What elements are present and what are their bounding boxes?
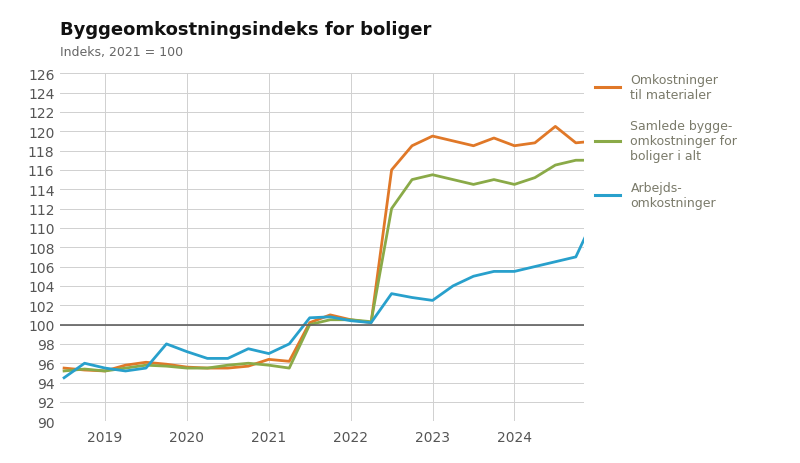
Legend: Omkostninger
til materialer, Samlede bygge-
omkostninger for
boliger i alt, Arbe: Omkostninger til materialer, Samlede byg… [595,73,738,210]
Text: Indeks, 2021 = 100: Indeks, 2021 = 100 [60,45,183,58]
Text: Byggeomkostningsindeks for boliger: Byggeomkostningsindeks for boliger [60,21,431,39]
